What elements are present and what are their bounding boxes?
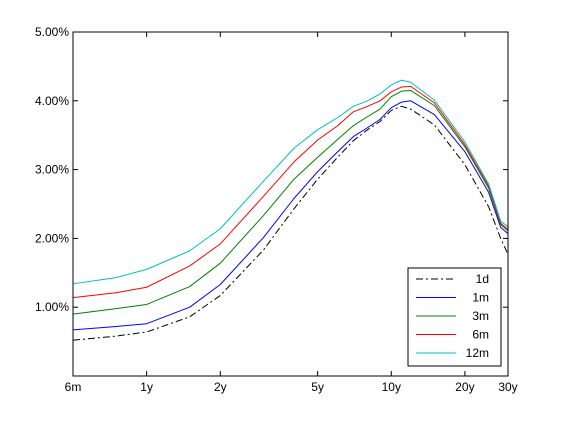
series-line-1m <box>72 100 509 331</box>
legend-label-12m: 12m <box>466 346 489 360</box>
x-tick-label: 2y <box>214 380 227 394</box>
legend-label-3m: 3m <box>472 309 489 323</box>
y-tick-label: 5.00% <box>35 25 69 39</box>
series-line-1d <box>72 105 509 341</box>
x-tick-label: 30y <box>498 380 517 394</box>
x-tick-label: 5y <box>311 380 324 394</box>
series-line-12m <box>72 79 509 285</box>
y-tick-label: 4.00% <box>35 94 69 108</box>
axis-ticks: 6m 1y 2y 5y 10y 20y 30y 1.00% 2.00% 3.00% 4.00% 5.0… <box>35 25 518 394</box>
y-tick-label: 1.00% <box>35 300 69 314</box>
y-tick-label: 3.00% <box>35 163 69 177</box>
legend: 1d 1m 3m 6m 12m <box>407 267 502 367</box>
y-tick-label: 2.00% <box>35 231 69 245</box>
x-tick-label: 20y <box>455 380 474 394</box>
legend-label-6m: 6m <box>472 328 489 342</box>
series-line-6m <box>72 85 509 299</box>
plot-lines <box>72 79 509 341</box>
legend-box <box>407 267 502 367</box>
x-tick-label: 1y <box>140 380 153 394</box>
plot-area-frame <box>72 31 509 377</box>
x-tick-label: 10y <box>382 380 401 394</box>
series-line-3m <box>72 89 509 315</box>
legend-label-1m: 1m <box>472 291 489 305</box>
legend-label-1d: 1d <box>476 272 489 286</box>
x-tick-label: 6m <box>65 380 82 394</box>
